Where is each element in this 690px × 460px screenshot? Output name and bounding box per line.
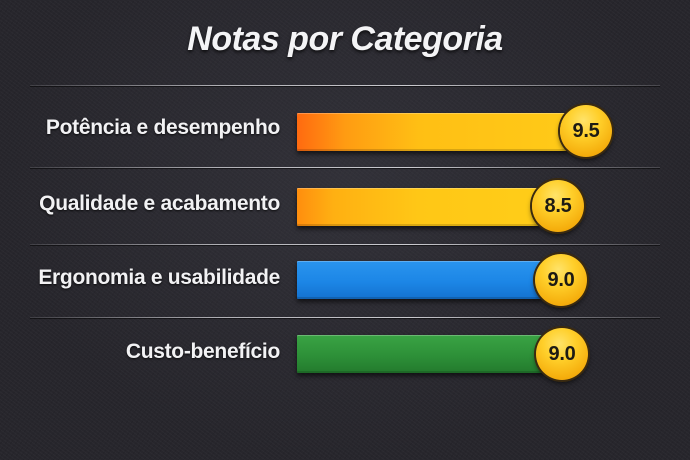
score-badge: 9.0: [535, 254, 587, 306]
score-badge: 9.5: [560, 105, 612, 157]
chart-title: Notas por Categoria: [187, 20, 503, 58]
score-bar: [297, 188, 539, 226]
category-label: Ergonomia e usabilidade: [38, 266, 280, 289]
category-label: Qualidade e acabamento: [39, 192, 280, 215]
category-label: Potência e desempenho: [45, 116, 280, 139]
divider: [30, 244, 660, 245]
divider: [30, 167, 660, 168]
score-bar: [297, 261, 541, 299]
score-bar: [297, 113, 567, 151]
category-label: Custo-benefício: [125, 340, 280, 363]
divider: [30, 317, 660, 318]
score-badge: 8.5: [532, 180, 584, 232]
score-bar: [297, 335, 543, 373]
score-badge: 9.0: [536, 328, 588, 380]
divider: [30, 85, 660, 86]
